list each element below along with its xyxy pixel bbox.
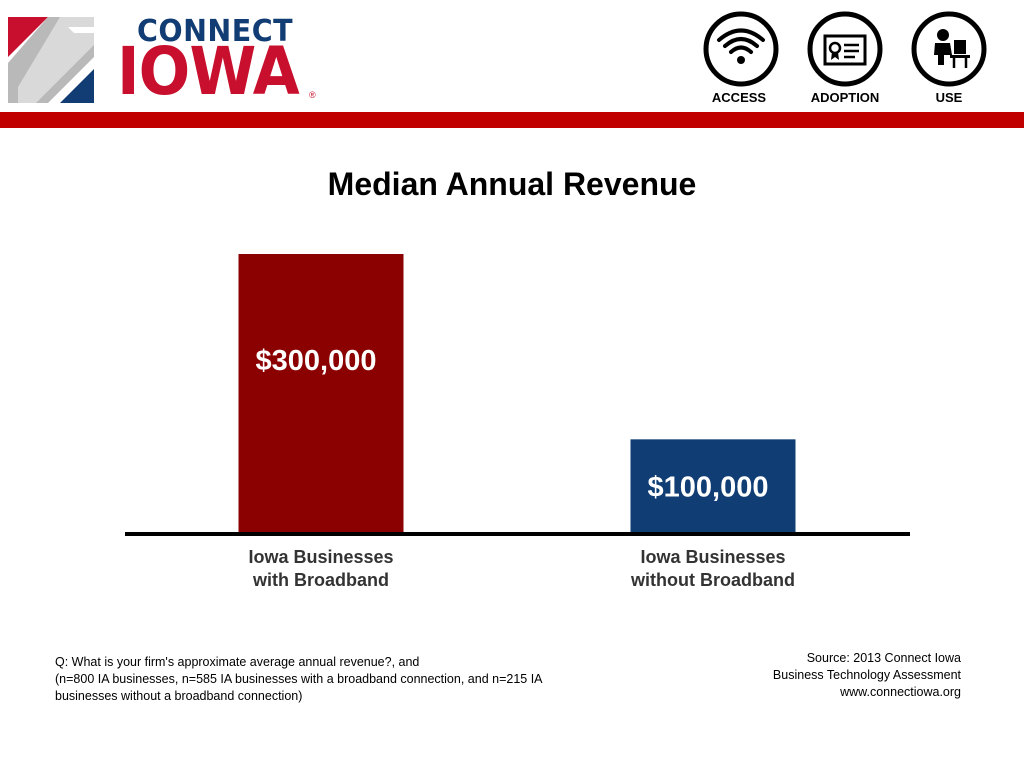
bar-without-broadband xyxy=(630,439,796,532)
logo-registered-mark: ® xyxy=(309,90,316,100)
data-label: $100,000 xyxy=(648,471,769,503)
source-note: Source: 2013 Connect Iowa Business Techn… xyxy=(773,650,961,701)
sample-line: businesses without a broadband connectio… xyxy=(55,689,303,703)
sample-line: (n=800 IA businesses, n=585 IA businesse… xyxy=(55,672,543,686)
source-line: Business Technology Assessment xyxy=(772,668,961,682)
certificate-icon xyxy=(807,11,883,87)
category-label: Iowa Businesses xyxy=(640,547,785,567)
logo-connect-text: CONNECT xyxy=(137,14,294,49)
category-label: with Broadband xyxy=(252,570,389,590)
header-red-divider xyxy=(0,112,1024,128)
access-label: ACCESS xyxy=(711,90,767,105)
category-label: Iowa Businesses xyxy=(248,547,393,567)
connect-iowa-logo-mark xyxy=(8,17,94,103)
question-line: Q: What is your firm's approximate avera… xyxy=(55,655,420,669)
logo-iowa-text: IOWA xyxy=(117,33,300,110)
source-line: Source: 2013 Connect Iowa xyxy=(806,651,961,665)
chart-title: Median Annual Revenue xyxy=(327,166,697,202)
bar-with-broadband xyxy=(238,254,404,532)
computer-user-icon xyxy=(911,11,987,87)
data-label: $300,000 xyxy=(256,345,377,377)
survey-question-note: Q: What is your firm's approximate avera… xyxy=(55,654,655,705)
wifi-icon xyxy=(703,11,779,87)
header: CONNECT IOWA ® ACCESS ADOPTION USE xyxy=(0,0,1024,112)
use-label: USE xyxy=(935,90,963,105)
category-label: without Broadband xyxy=(630,570,795,590)
source-url: www.connectiowa.org xyxy=(840,685,961,699)
adoption-label: ADOPTION xyxy=(810,90,880,105)
